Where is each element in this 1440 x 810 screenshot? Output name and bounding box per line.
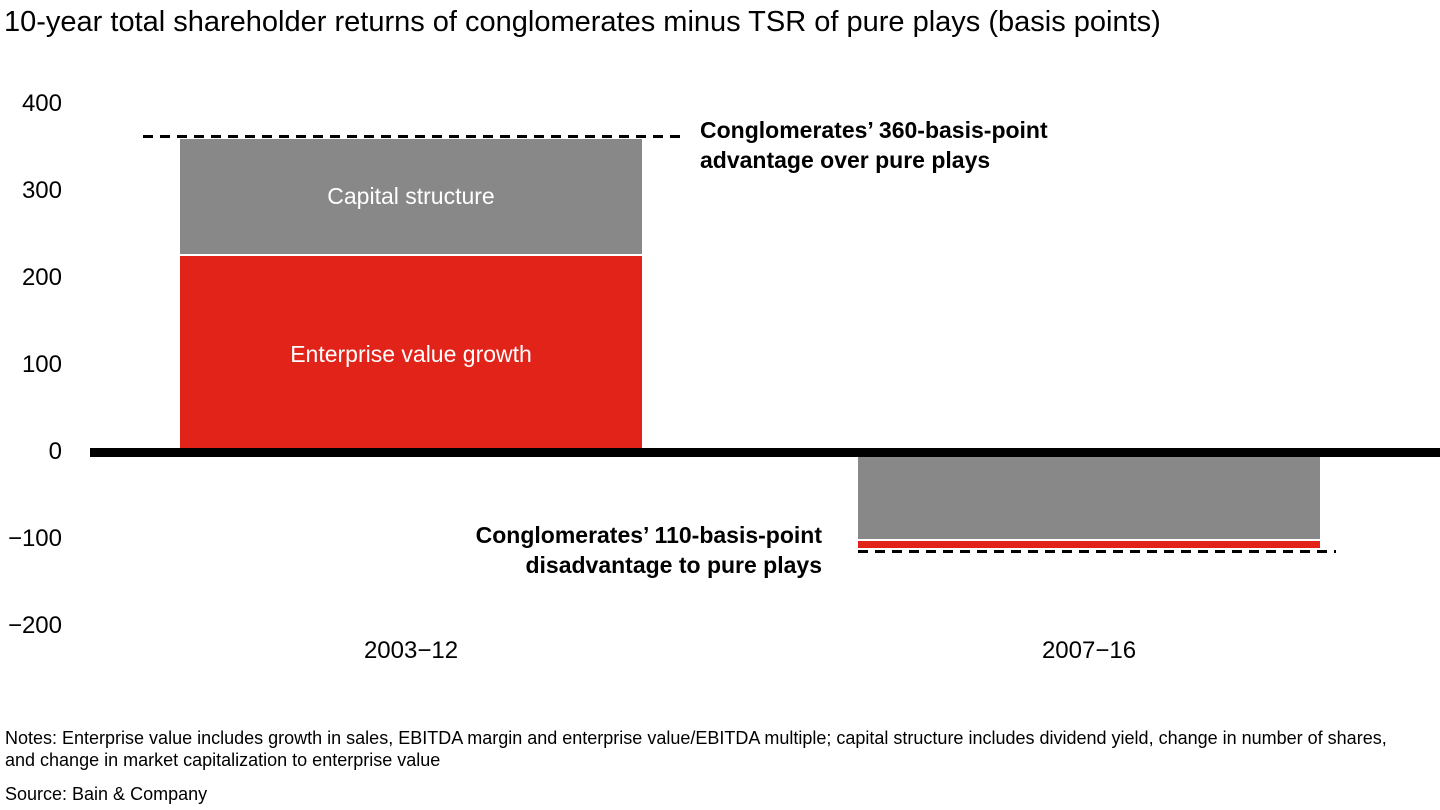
x-axis-zero-line (90, 448, 1440, 457)
bar-segment-capital-structure (858, 452, 1320, 539)
bar-segment-capital-structure: Capital structure (180, 138, 642, 255)
advantage-dashed-line (143, 134, 680, 138)
advantage-annotation-line-2: advantage over pure plays (700, 147, 991, 173)
y-tick-label: 300 (21, 177, 62, 204)
y-tick-label: 400 (21, 90, 62, 117)
disadvantage-annotation-line-1: Conglomerates’ 110-basis-point (475, 522, 822, 548)
disadvantage-annotation: Conglomerates’ 110-basis-point disadvant… (476, 520, 822, 580)
category-label-2003-12: 2003−12 (363, 637, 459, 664)
disadvantage-annotation-line-2: disadvantage to pure plays (525, 552, 822, 578)
y-tick-label: −100 (7, 525, 62, 552)
y-tick-label: 0 (48, 438, 62, 465)
bar-segment-enterprise-value-growth (858, 541, 1320, 548)
chart-source: Source: Bain & Company (5, 784, 208, 804)
segment-label: Capital structure (327, 183, 495, 210)
bar-segment-enterprise-value-growth: Enterprise value growth (180, 256, 642, 452)
y-tick-label: 100 (21, 351, 62, 378)
y-axis: 400 300 200 100 0 −100 −200 (0, 0, 62, 810)
segment-label: Enterprise value growth (290, 340, 532, 367)
chart-title: 10-year total shareholder returns of con… (4, 6, 1161, 38)
chart-notes: Notes: Enterprise value includes growth … (5, 728, 1387, 770)
y-tick-label: −200 (7, 612, 62, 639)
advantage-annotation-line-1: Conglomerates’ 360-basis-point (700, 117, 1048, 143)
disadvantage-dashed-line (858, 549, 1336, 553)
category-label-2007-16: 2007−16 (1041, 637, 1137, 664)
advantage-annotation: Conglomerates’ 360-basis-point advantage… (700, 115, 1048, 175)
y-tick-label: 200 (21, 264, 62, 291)
